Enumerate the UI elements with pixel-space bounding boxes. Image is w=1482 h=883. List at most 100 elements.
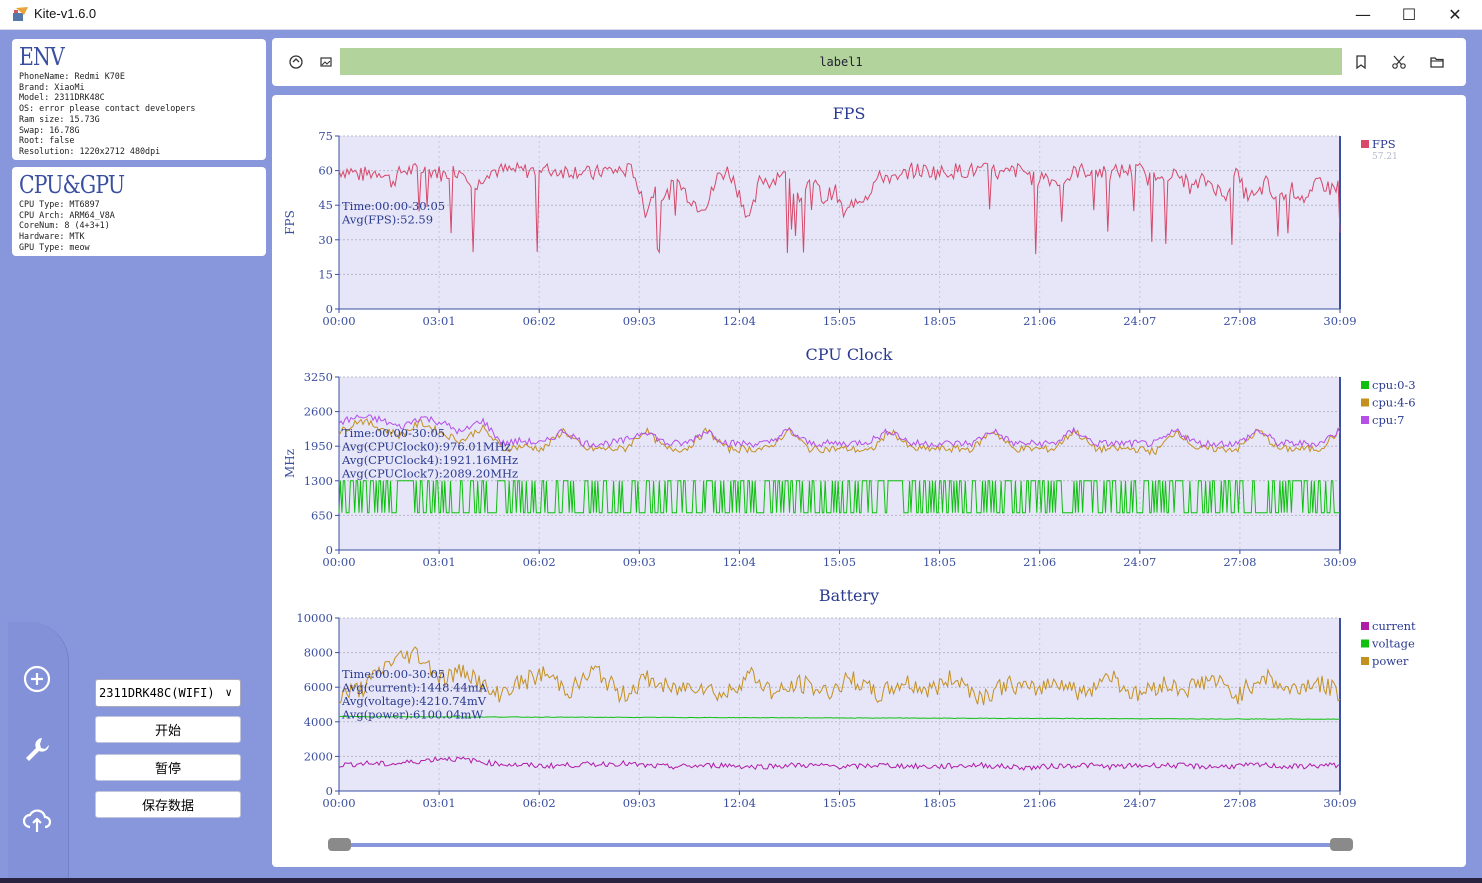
save-data-button[interactable]: 保存数据 <box>95 791 241 818</box>
y-tick-label: 45 <box>318 198 333 212</box>
legend-swatch <box>1361 639 1369 648</box>
device-select-value: 2311DRK48C(WIFI) <box>99 686 215 700</box>
x-tick-label: 09:03 <box>623 314 656 328</box>
x-tick-label: 18:05 <box>923 796 956 810</box>
cloud-upload-icon[interactable] <box>22 805 52 835</box>
info-line: GPU Type: meow <box>19 241 90 252</box>
range-slider-start-handle[interactable] <box>328 838 351 851</box>
x-tick-label: 09:03 <box>623 796 656 810</box>
chart-annotation: Avg(current):1448.44mA <box>341 681 488 695</box>
y-tick-label: 4000 <box>304 715 333 729</box>
chart-annotation: Avg(power):6100.04mW <box>341 708 483 722</box>
legend-label: cpu:7 <box>1372 413 1404 427</box>
y-tick-label: 3250 <box>304 370 333 384</box>
x-tick-label: 03:01 <box>423 314 456 328</box>
y-tick-label: 1300 <box>304 474 333 488</box>
info-line: PhoneName: Redmi K70E <box>19 71 125 81</box>
y-tick-label: 30 <box>318 233 333 247</box>
image-icon[interactable] <box>318 54 334 70</box>
env-info-list: PhoneName: Redmi K70E Brand: XiaoMi Model:… <box>19 71 259 157</box>
chart-annotation: Time:00:00-30:05 <box>342 667 445 681</box>
series-line <box>338 480 1340 514</box>
minimize-button[interactable]: — <box>1355 5 1371 24</box>
y-tick-label: 1950 <box>304 439 333 453</box>
series-line <box>338 418 1341 456</box>
y-axis-label: MHz <box>283 449 297 478</box>
folder-icon[interactable] <box>1429 54 1445 70</box>
wrench-icon[interactable] <box>22 735 52 765</box>
chart-title: FPS <box>833 104 866 123</box>
x-tick-label: 00:00 <box>322 555 355 569</box>
x-tick-label: 03:01 <box>423 555 456 569</box>
y-tick-label: 0 <box>326 302 333 316</box>
info-line: CPU Arch: ARM64_V8A <box>19 209 115 220</box>
x-tick-label: 27:08 <box>1223 314 1256 328</box>
legend-label: cpu:4-6 <box>1372 396 1416 410</box>
legend-swatch <box>1361 381 1369 389</box>
x-tick-label: 15:05 <box>823 555 856 569</box>
chevron-down-icon: ∨ <box>225 686 232 699</box>
maximize-button[interactable]: ☐ <box>1401 5 1417 24</box>
start-button[interactable]: 开始 <box>95 716 241 743</box>
charts-panel: FPS 0 15 30 45 60 75 00:00 03:01 06:02 09:03 12:04 1… <box>272 95 1466 867</box>
range-slider-end-handle[interactable] <box>1330 838 1353 851</box>
info-line: Hardware: MTK <box>19 231 85 242</box>
series-line <box>338 715 1341 720</box>
cpu-gpu-heading: CPU&GPU <box>19 171 125 199</box>
info-line: Ram size: 15.73G <box>19 113 100 124</box>
add-circle-icon[interactable] <box>22 664 52 694</box>
env-heading: ENV <box>19 43 65 71</box>
info-line: Model: 2311DRK48C <box>19 92 105 103</box>
legend-swatch <box>1361 622 1369 630</box>
series-line <box>338 414 1341 449</box>
x-tick-label: 21:06 <box>1023 796 1056 810</box>
x-tick-label: 12:04 <box>723 555 756 569</box>
pause-button[interactable]: 暂停 <box>95 754 241 781</box>
series-line <box>338 756 1341 771</box>
chart-annotation: Avg(CPUClock4):1921.16MHz <box>341 453 518 467</box>
x-tick-label: 12:04 <box>723 796 756 810</box>
x-tick-label: 30:09 <box>1323 796 1356 810</box>
x-tick-label: 00:00 <box>322 796 355 810</box>
x-tick-label: 03:01 <box>423 796 456 810</box>
chart-annotation: Avg(CPUClock7):2089.20MHz <box>341 467 518 481</box>
chart-annotation: Avg(FPS):52.59 <box>341 213 433 227</box>
kite-app-icon <box>13 7 28 21</box>
x-tick-label: 27:08 <box>1223 555 1256 569</box>
y-tick-label: 650 <box>311 508 333 522</box>
x-tick-label: 24:07 <box>1123 796 1156 810</box>
info-line: Brand: XiaoMi <box>19 81 85 92</box>
legend-swatch <box>1361 657 1369 665</box>
legend-swatch <box>1361 398 1369 407</box>
x-tick-label: 27:08 <box>1223 796 1256 810</box>
bookmark-icon[interactable] <box>1353 54 1369 70</box>
y-tick-label: 2600 <box>304 405 333 419</box>
legend-value: 57.21 <box>1372 152 1398 162</box>
refresh-icon[interactable] <box>288 54 304 70</box>
x-tick-label: 12:04 <box>723 314 756 328</box>
legend-label: current <box>1372 619 1416 633</box>
y-tick-label: 2000 <box>304 749 333 763</box>
x-tick-label: 24:07 <box>1123 314 1156 328</box>
x-tick-label: 18:05 <box>923 555 956 569</box>
title-bar: Kite-v1.6.0 — ☐ ✕ <box>0 0 1482 30</box>
close-button[interactable]: ✕ <box>1448 5 1462 24</box>
chart-annotation: Time:00:00-30:05 <box>342 199 445 213</box>
info-line: Swap: 16.78G <box>19 124 80 135</box>
y-tick-label: 10000 <box>296 611 333 625</box>
y-axis-label: FPS <box>283 210 297 235</box>
legend-label: voltage <box>1371 637 1415 651</box>
device-select[interactable]: 2311DRK48C(WIFI) ∨ <box>95 679 241 707</box>
scissors-icon[interactable] <box>1391 54 1407 70</box>
sidebar-tools <box>8 622 69 878</box>
cpu-gpu-card: CPU&GPU CPU Type: MT6897 CPU Arch: ARM64_… <box>12 167 266 256</box>
y-tick-label: 0 <box>326 543 333 557</box>
series-line <box>338 646 1341 706</box>
legend-label: cpu:0-3 <box>1372 378 1416 392</box>
label-bar[interactable]: label1 <box>340 48 1342 75</box>
x-tick-label: 24:07 <box>1123 555 1156 569</box>
x-tick-label: 21:06 <box>1023 314 1056 328</box>
x-tick-label: 06:02 <box>523 555 556 569</box>
x-tick-label: 30:09 <box>1323 314 1356 328</box>
